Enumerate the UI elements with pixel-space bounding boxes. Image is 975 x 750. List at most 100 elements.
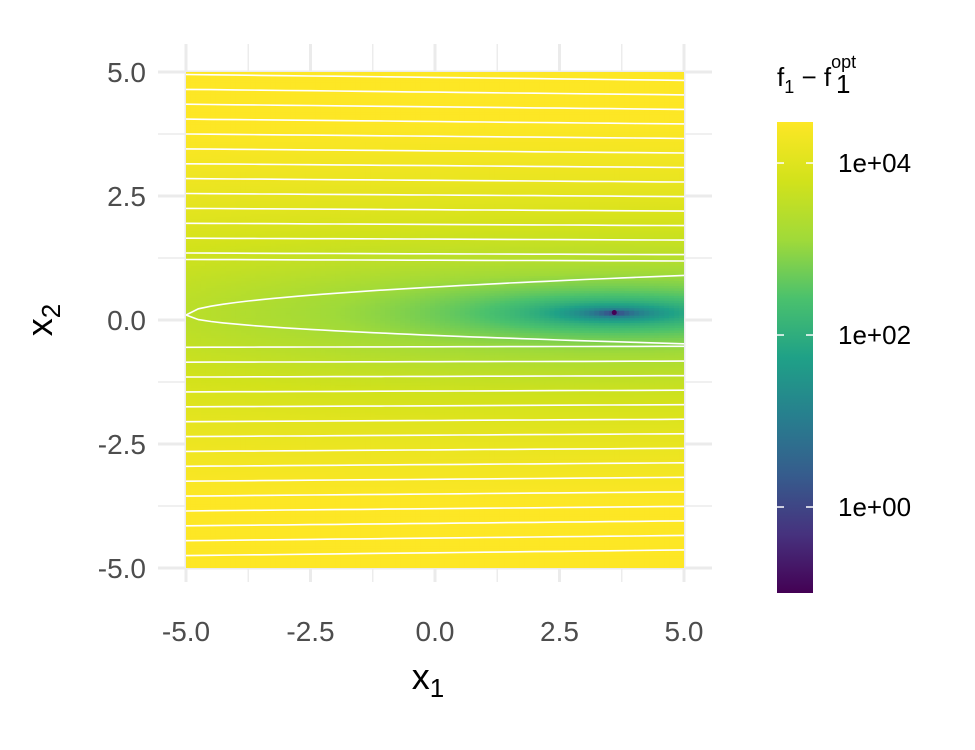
heatmap-tile bbox=[524, 558, 531, 562]
heatmap-tile bbox=[410, 555, 416, 559]
heatmap-tile bbox=[210, 558, 217, 562]
heatmap-tile bbox=[654, 545, 660, 549]
heatmap-tile bbox=[340, 555, 346, 559]
heatmap-tile bbox=[559, 545, 566, 549]
heatmap-tile bbox=[350, 535, 356, 539]
heatmap-tile bbox=[584, 540, 590, 544]
heatmap-tile bbox=[220, 533, 227, 537]
heatmap-tile bbox=[190, 548, 197, 552]
heatmap-tile bbox=[609, 540, 615, 544]
heatmap-tile bbox=[270, 545, 277, 549]
heatmap-tile bbox=[335, 560, 341, 564]
heatmap-tile bbox=[215, 545, 222, 549]
heatmap-tile bbox=[664, 553, 670, 557]
heatmap-tile bbox=[255, 558, 262, 562]
heatmap-tile bbox=[639, 538, 645, 542]
heatmap-tile bbox=[250, 560, 257, 564]
heatmap-tile bbox=[405, 550, 411, 554]
heatmap-tile bbox=[614, 550, 620, 554]
heatmap-tile bbox=[320, 560, 327, 564]
heatmap-tile bbox=[400, 560, 406, 564]
heatmap-tile bbox=[225, 533, 232, 537]
heatmap-tile bbox=[679, 563, 684, 567]
heatmap-tile bbox=[245, 555, 252, 559]
heatmap-tile bbox=[474, 548, 481, 552]
heatmap-tile bbox=[220, 550, 227, 554]
heatmap-tile bbox=[504, 543, 511, 547]
heatmap-tile bbox=[564, 565, 571, 568]
heatmap-tile bbox=[295, 555, 302, 559]
heatmap-tile bbox=[549, 553, 556, 557]
heatmap-tile bbox=[584, 543, 590, 547]
heatmap-tile bbox=[405, 563, 411, 567]
heatmap-tile bbox=[360, 533, 366, 537]
heatmap-tile bbox=[474, 558, 481, 562]
heatmap-tile bbox=[659, 550, 665, 554]
heatmap-tile bbox=[614, 535, 620, 539]
heatmap-tile bbox=[534, 560, 541, 564]
heatmap-tile bbox=[425, 558, 431, 562]
heatmap-tile bbox=[285, 530, 292, 534]
heatmap-tile bbox=[210, 545, 217, 549]
heatmap-tile bbox=[220, 548, 227, 552]
heatmap-tile bbox=[360, 550, 366, 554]
heatmap-tile bbox=[549, 540, 556, 544]
heatmap-tile bbox=[340, 550, 346, 554]
heatmap-tile bbox=[559, 555, 566, 559]
heatmap-tile bbox=[220, 543, 227, 547]
heatmap-tile bbox=[310, 545, 317, 549]
heatmap-tile bbox=[300, 548, 307, 552]
heatmap-tile bbox=[494, 548, 501, 552]
heatmap-tile bbox=[430, 548, 436, 552]
heatmap-tile bbox=[265, 545, 272, 549]
heatmap-tile bbox=[459, 555, 466, 559]
heatmap-tile bbox=[469, 560, 476, 564]
heatmap-tile bbox=[499, 565, 506, 568]
heatmap-tile bbox=[400, 565, 406, 568]
heatmap-tile bbox=[415, 550, 421, 554]
heatmap-tile bbox=[654, 563, 660, 567]
heatmap-tile bbox=[325, 545, 332, 549]
heatmap-tile bbox=[375, 535, 381, 539]
heatmap-tile bbox=[474, 530, 481, 534]
heatmap-tile bbox=[609, 535, 615, 539]
heatmap-tile bbox=[380, 540, 386, 544]
heatmap-tile bbox=[489, 555, 496, 559]
heatmap-tile bbox=[255, 530, 262, 534]
heatmap-tile bbox=[484, 553, 491, 557]
heatmap-tile bbox=[390, 555, 396, 559]
heatmap-tile bbox=[539, 560, 546, 564]
heatmap-tile bbox=[325, 563, 332, 567]
heatmap-tile bbox=[186, 555, 192, 559]
heatmap-tile bbox=[454, 555, 461, 559]
heatmap-tile bbox=[549, 558, 556, 562]
heatmap-tile bbox=[444, 558, 451, 562]
heatmap-tile bbox=[420, 553, 426, 557]
heatmap-tile bbox=[579, 555, 585, 559]
heatmap-tile bbox=[230, 540, 237, 544]
heatmap-tile bbox=[265, 560, 272, 564]
heatmap-tile bbox=[320, 565, 327, 568]
heatmap-tile bbox=[499, 538, 506, 542]
heatmap-tile bbox=[484, 560, 491, 564]
heatmap-tile bbox=[514, 548, 521, 552]
heatmap-tile bbox=[589, 533, 595, 537]
heatmap-tile bbox=[554, 555, 561, 559]
heatmap-tile bbox=[340, 563, 346, 567]
heatmap-tile bbox=[449, 555, 456, 559]
heatmap-tile bbox=[240, 533, 247, 537]
heatmap-tile bbox=[270, 535, 277, 539]
heatmap-tile bbox=[544, 553, 551, 557]
heatmap-tile bbox=[210, 533, 217, 537]
heatmap-tile bbox=[280, 550, 287, 554]
heatmap-tile bbox=[654, 543, 660, 547]
heatmap-tile bbox=[589, 555, 595, 559]
heatmap-tile bbox=[619, 540, 625, 544]
heatmap-tile bbox=[669, 558, 675, 562]
heatmap-tile bbox=[654, 555, 660, 559]
heatmap-tile bbox=[320, 535, 327, 539]
heatmap-tile bbox=[599, 565, 605, 568]
heatmap-tile bbox=[375, 555, 381, 559]
heatmap-tile bbox=[315, 545, 322, 549]
heatmap-tile bbox=[280, 565, 287, 568]
